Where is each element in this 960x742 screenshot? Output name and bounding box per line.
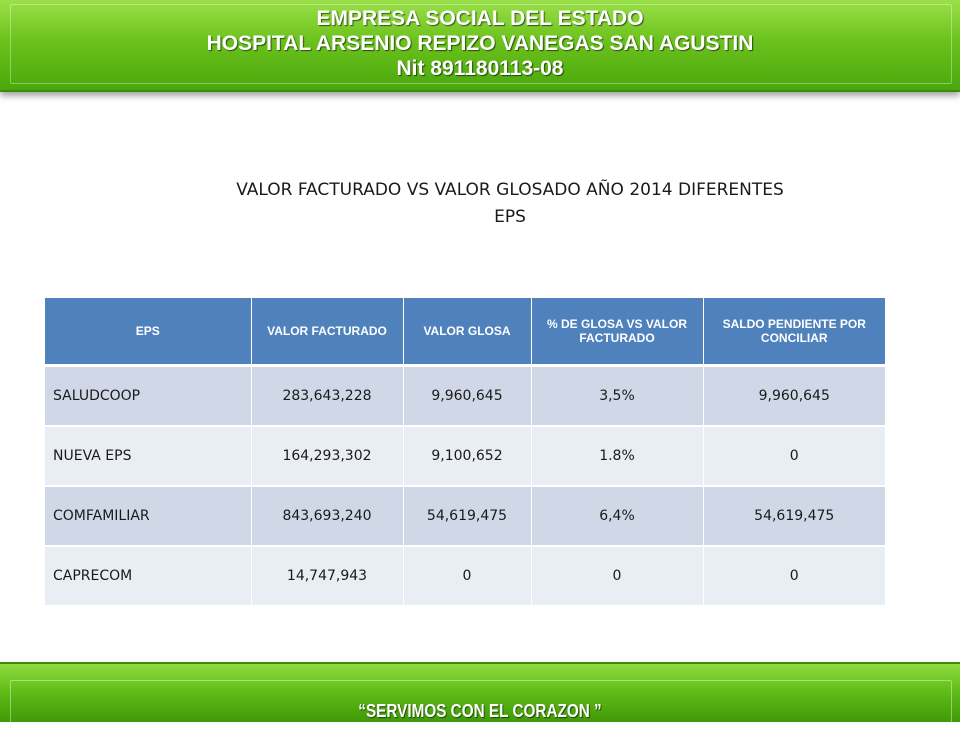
table-header-row: EPS VALOR FACTURADO VALOR GLOSA % DE GLO… xyxy=(45,298,885,367)
billing-table: EPS VALOR FACTURADO VALOR GLOSA % DE GLO… xyxy=(45,298,885,607)
cell-valor-facturado: 164,293,302 xyxy=(251,426,404,487)
header-frame xyxy=(10,4,952,84)
table-row: SALUDCOOP 283,643,228 9,960,645 3,5% 9,9… xyxy=(45,365,885,427)
cell-valor-facturado: 843,693,240 xyxy=(251,486,404,547)
footer-slogan: “SERVIMOS CON EL CORAZON ” xyxy=(358,701,602,721)
header-nit: Nit 891180113-08 xyxy=(396,57,564,80)
footer-banner: “SERVIMOS CON EL CORAZON ” xyxy=(0,662,960,742)
table-row: COMFAMILIAR 843,693,240 54,619,475 6,4% … xyxy=(45,486,885,547)
cell-valor-glosa: 9,960,645 xyxy=(403,365,532,427)
cell-valor-glosa: 9,100,652 xyxy=(403,426,532,487)
cell-valor-facturado: 14,747,943 xyxy=(251,546,404,607)
cell-porcentaje-glosa: 0 xyxy=(531,546,704,607)
table-row: NUEVA EPS 164,293,302 9,100,652 1.8% 0 xyxy=(45,426,885,487)
cell-eps: COMFAMILIAR xyxy=(45,486,252,547)
column-header-porcentaje-glosa: % DE GLOSA VS VALOR FACTURADO xyxy=(531,298,704,367)
table-row: CAPRECOM 14,747,943 0 0 0 xyxy=(45,546,885,607)
cell-valor-glosa: 54,619,475 xyxy=(403,486,532,547)
page-title-line2: EPS xyxy=(494,207,526,227)
cell-porcentaje-glosa: 6,4% xyxy=(531,486,704,547)
cell-eps: CAPRECOM xyxy=(45,546,252,607)
cell-porcentaje-glosa: 1.8% xyxy=(531,426,704,487)
cell-saldo-pendiente: 0 xyxy=(703,426,885,487)
header-org-type: EMPRESA SOCIAL DEL ESTADO xyxy=(316,7,644,30)
cell-eps: SALUDCOOP xyxy=(45,365,252,427)
column-header-valor-facturado: VALOR FACTURADO xyxy=(251,298,404,367)
page-title: VALOR FACTURADO VS VALOR GLOSADO AÑO 201… xyxy=(160,177,860,231)
cell-saldo-pendiente: 54,619,475 xyxy=(703,486,885,547)
cell-valor-glosa: 0 xyxy=(403,546,532,607)
cell-porcentaje-glosa: 3,5% xyxy=(531,365,704,427)
cell-valor-facturado: 283,643,228 xyxy=(251,365,404,427)
page-title-line1: VALOR FACTURADO VS VALOR GLOSADO AÑO 201… xyxy=(236,180,784,200)
cell-saldo-pendiente: 0 xyxy=(703,546,885,607)
cell-eps: NUEVA EPS xyxy=(45,426,252,487)
column-header-saldo-pendiente: SALDO PENDIENTE POR CONCILIAR xyxy=(703,298,885,367)
header-banner: EMPRESA SOCIAL DEL ESTADO HOSPITAL ARSEN… xyxy=(0,0,960,92)
header-hospital-name: HOSPITAL ARSENIO REPIZO VANEGAS SAN AGUS… xyxy=(206,32,754,55)
column-header-valor-glosa: VALOR GLOSA xyxy=(403,298,532,367)
cell-saldo-pendiente: 9,960,645 xyxy=(703,365,885,427)
column-header-eps: EPS xyxy=(45,298,252,367)
